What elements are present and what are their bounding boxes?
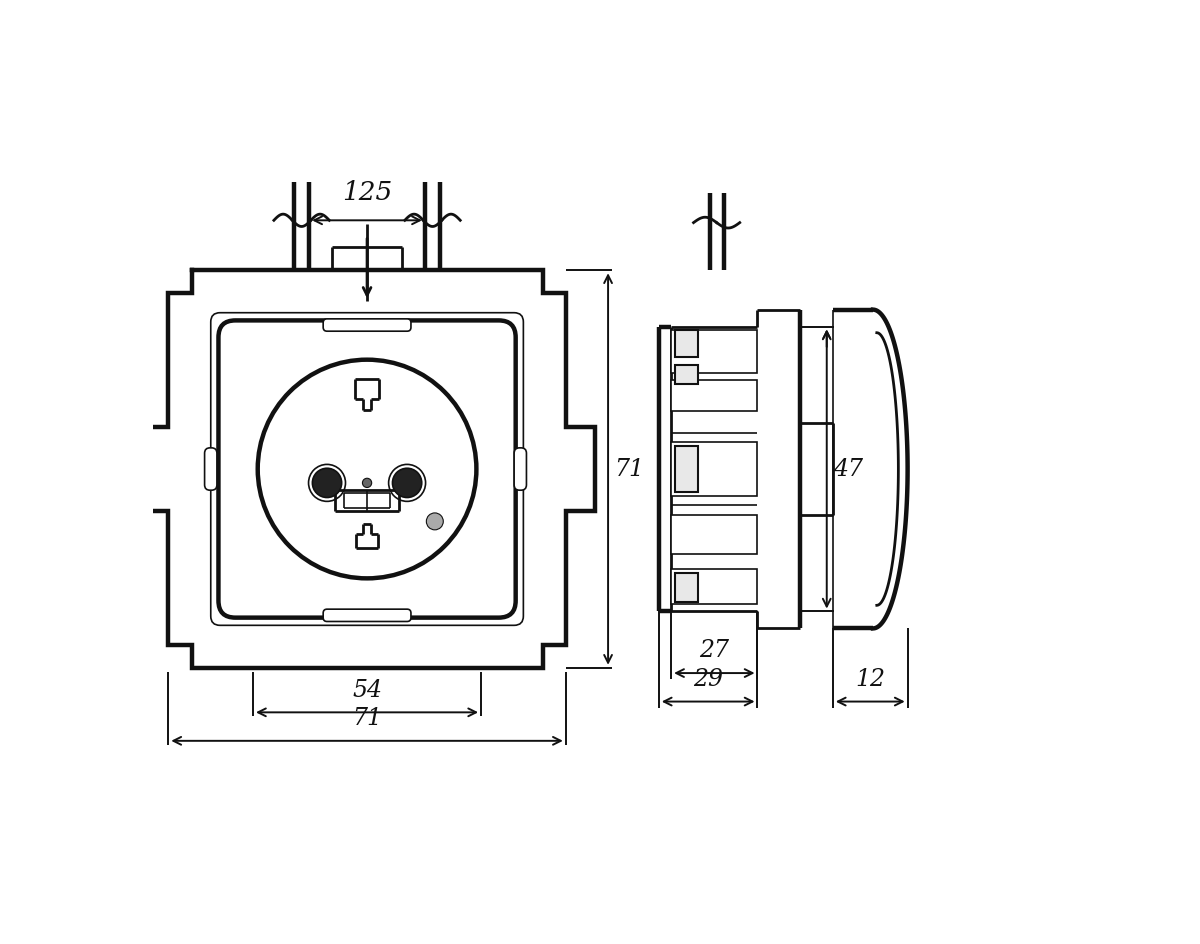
Bar — [671, 330, 757, 373]
Circle shape — [312, 468, 342, 497]
Bar — [676, 573, 698, 602]
Bar — [671, 380, 757, 412]
Bar — [676, 446, 698, 492]
Text: 47: 47 — [833, 458, 863, 480]
Bar — [676, 330, 698, 358]
FancyBboxPatch shape — [218, 320, 516, 617]
Bar — [671, 569, 757, 604]
Text: 29: 29 — [694, 667, 724, 691]
Text: 71: 71 — [352, 707, 382, 730]
Text: 125: 125 — [342, 180, 392, 205]
Text: 27: 27 — [700, 639, 730, 663]
Circle shape — [362, 479, 372, 487]
Text: 12: 12 — [856, 667, 886, 691]
Bar — [671, 515, 757, 554]
Text: 54: 54 — [352, 679, 382, 701]
FancyBboxPatch shape — [323, 609, 410, 621]
Text: 71: 71 — [614, 458, 644, 480]
FancyBboxPatch shape — [204, 447, 217, 490]
Bar — [671, 442, 757, 496]
FancyBboxPatch shape — [211, 312, 523, 625]
Circle shape — [426, 513, 443, 530]
Circle shape — [392, 468, 421, 497]
FancyBboxPatch shape — [514, 447, 527, 490]
Bar — [676, 365, 698, 384]
FancyBboxPatch shape — [323, 319, 410, 331]
